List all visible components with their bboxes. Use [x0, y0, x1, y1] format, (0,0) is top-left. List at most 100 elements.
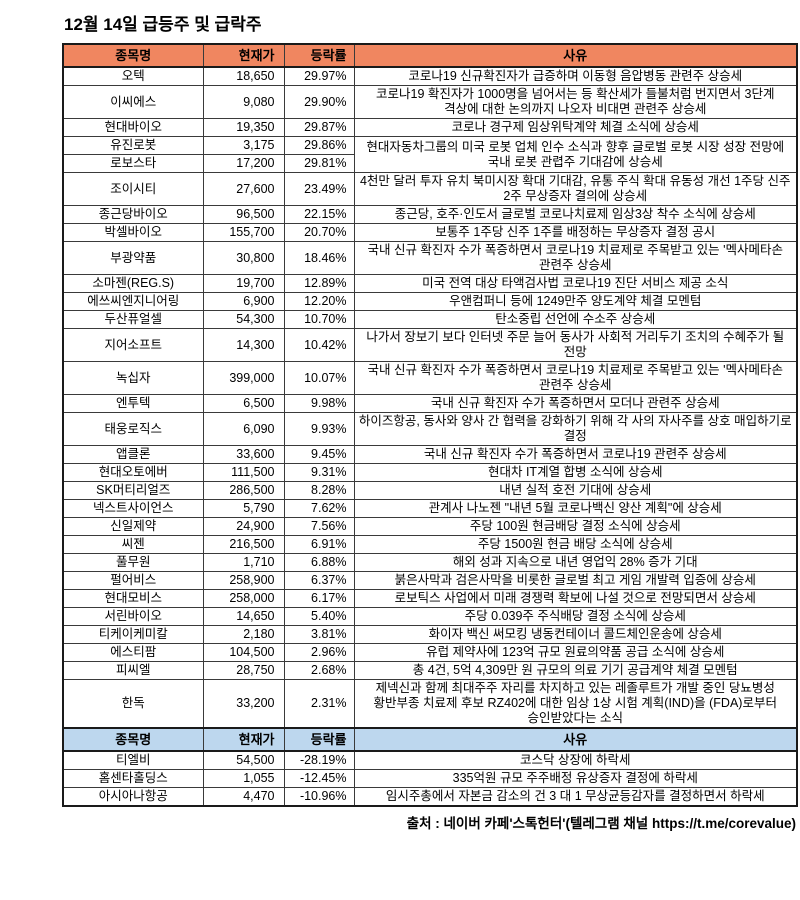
stock-reason: 미국 전역 대상 타액검사법 코로나19 진단 서비스 제공 소식 [353, 274, 798, 293]
page-title: 12월 14일 급등주 및 급락주 [64, 15, 262, 34]
stock-price: 18,650 [202, 66, 285, 86]
stock-name: SK머티리얼즈 [62, 481, 204, 500]
stock-change: 29.87% [283, 118, 355, 137]
column-header-2: 등락률 [283, 727, 355, 752]
gainer-row: 박셀바이오 155,700 20.70% 보통주 1주당 신주 1주를 배정하는 무상… [62, 223, 798, 242]
stock-reason: 나가서 장보기 보다 인터넷 주문 늘어 동사가 사회적 거리두기 조치의 수혜… [353, 328, 798, 362]
stock-change: 2.31% [283, 679, 355, 729]
stock-name: 지어소프트 [62, 328, 204, 362]
stock-reason: 탄소중립 선언에 수소주 상승세 [353, 310, 798, 329]
stock-name: 두산퓨얼셀 [62, 310, 204, 329]
stock-price: 258,900 [202, 571, 285, 590]
stock-change: 10.70% [283, 310, 355, 329]
stock-reason: 주당 1500원 현금 배당 소식에 상승세 [353, 535, 798, 554]
stock-change: 2.96% [283, 643, 355, 662]
stock-price: 1,055 [202, 769, 285, 788]
stock-price: 9,080 [202, 85, 285, 119]
stock-reason: 국내 신규 확진자 수가 폭증하면서 코로나19 치료제로 주목받고 있는 '멕… [353, 361, 798, 395]
stock-name: 에쓰씨엔지니어링 [62, 292, 204, 311]
stock-reason: 코스닥 상장에 하락세 [353, 750, 798, 770]
stock-change: 29.97% [283, 66, 355, 86]
gainer-row: SK머티리얼즈 286,500 8.28% 내년 실적 호전 기대에 상승세 [62, 481, 798, 500]
stock-change: 6.91% [283, 535, 355, 554]
stock-price: 1,710 [202, 553, 285, 572]
column-header-1: 현재가 [202, 727, 285, 752]
gainer-row: 이씨에스 9,080 29.90% 코로나19 확진자가 1000명을 넘어서는 등 … [62, 85, 798, 119]
gainer-row: 앱클론 33,600 9.45% 국내 신규 확진자 수가 폭증하면서 코로나19 관… [62, 445, 798, 464]
stock-name: 에스티팜 [62, 643, 204, 662]
gainer-row: 신일제약 24,900 7.56% 주당 100원 현금배당 결정 소식에 상승세 [62, 517, 798, 536]
stock-name: 티케이케미칼 [62, 625, 204, 644]
stock-reason: 종근당, 호주·인도서 글로벌 코로나치료제 임상3상 착수 소식에 상승세 [353, 205, 798, 224]
stock-name: 서린바이오 [62, 607, 204, 626]
stock-name: 풀무원 [62, 553, 204, 572]
stock-reason: 관계사 나노젠 "내년 5월 코로나백신 양산 계획"에 상승세 [353, 499, 798, 518]
stock-name: 티엘비 [62, 750, 204, 770]
stock-price: 28,750 [202, 661, 285, 680]
gainer-row: 현대모비스 258,000 6.17% 로보틱스 사업에서 미래 경쟁력 확보에 나설… [62, 589, 798, 608]
gainer-row: 현대오토에버 111,500 9.31% 현대차 IT계열 합병 소식에 상승세 [62, 463, 798, 482]
gainer-row: 두산퓨얼셀 54,300 10.70% 탄소중립 선언에 수소주 상승세 [62, 310, 798, 329]
loser-row: 홈센타홀딩스 1,055 -12.45% 335억원 규모 주주배정 유상증자 결정에… [62, 769, 798, 788]
stock-name: 신일제약 [62, 517, 204, 536]
stock-price: 5,790 [202, 499, 285, 518]
stock-name: 이씨에스 [62, 85, 204, 119]
stock-price: 14,650 [202, 607, 285, 626]
stock-reason: 현대자동차그룹의 미국 로봇 업체 인수 소식과 향후 글로벌 로봇 시장 성장… [353, 136, 798, 173]
stock-reason: 붉은사막과 검은사막을 비롯한 글로벌 최고 게임 개발력 입증에 상승세 [353, 571, 798, 590]
loser-row: 아시아나항공 4,470 -10.96% 임시주총에서 자본금 감소의 건 3 대 1… [62, 787, 798, 807]
stock-name: 엔투텍 [62, 394, 204, 413]
stock-change: 29.81% [283, 154, 355, 173]
stock-change: 7.62% [283, 499, 355, 518]
stock-reason: 로보틱스 사업에서 미래 경쟁력 확보에 나설 것으로 전망되면서 상승세 [353, 589, 798, 608]
stock-price: 19,350 [202, 118, 285, 137]
gainer-row: 펄어비스 258,900 6.37% 붉은사막과 검은사막을 비롯한 글로벌 최고 게… [62, 571, 798, 590]
stock-change: 2.68% [283, 661, 355, 680]
stock-name: 현대바이오 [62, 118, 204, 137]
losers-header-row: 종목명 현재가 등락률 사유 [62, 727, 798, 752]
gainer-row: 지어소프트 14,300 10.42% 나가서 장보기 보다 인터넷 주문 늘어 동사… [62, 328, 798, 362]
gainers-header-row: 종목명 현재가 등락률 사유 [62, 43, 798, 68]
stock-name: 넥스트사이언스 [62, 499, 204, 518]
stock-reason: 임시주총에서 자본금 감소의 건 3 대 1 무상균등감자를 결정하면서 하락세 [353, 787, 798, 807]
gainer-row: 종근당바이오 96,500 22.15% 종근당, 호주·인도서 글로벌 코로나치료제… [62, 205, 798, 224]
stock-name: 아시아나항공 [62, 787, 204, 807]
column-header-0: 종목명 [62, 727, 204, 752]
column-header-3: 사유 [353, 43, 798, 68]
stock-change: 8.28% [283, 481, 355, 500]
stock-price: 54,500 [202, 750, 285, 770]
stock-change: 6.37% [283, 571, 355, 590]
stock-change: 10.42% [283, 328, 355, 362]
stock-name: 로보스타 [62, 154, 204, 173]
stock-change: 29.90% [283, 85, 355, 119]
stock-change: -12.45% [283, 769, 355, 788]
stock-reason: 국내 신규 확진자 수가 폭증하면서 코로나19 관련주 상승세 [353, 445, 798, 464]
stock-reason: 해외 성과 지속으로 내년 영업익 28% 증가 기대 [353, 553, 798, 572]
gainer-row: 조이시티 27,600 23.49% 4천만 달러 투자 유치 북미시장 확대 기대감… [62, 172, 798, 206]
stock-price: 104,500 [202, 643, 285, 662]
loser-row: 티엘비 54,500 -28.19% 코스닥 상장에 하락세 [62, 750, 798, 770]
stock-change: 20.70% [283, 223, 355, 242]
stock-reason: 제넥신과 함께 최대주주 자리를 차지하고 있는 레졸루트가 개발 중인 당뇨병… [353, 679, 798, 729]
gainer-row: 씨젠 216,500 6.91% 주당 1500원 현금 배당 소식에 상승세 [62, 535, 798, 554]
stocks-table: 종목명 현재가 등락률 사유 오텍 18,650 29.97% 코로나19 신규확진자가 급증… [62, 43, 798, 807]
stock-price: 216,500 [202, 535, 285, 554]
stock-reason: 화이자 백신 써모킹 냉동컨테이너 콜드체인운송에 상승세 [353, 625, 798, 644]
stock-change: 12.20% [283, 292, 355, 311]
stock-change: 22.15% [283, 205, 355, 224]
stock-change: 5.40% [283, 607, 355, 626]
stock-name: 오텍 [62, 66, 204, 86]
stock-change: 12.89% [283, 274, 355, 293]
gainer-row: 태웅로직스 6,090 9.93% 하이즈항공, 동사와 양사 간 협력을 강화하기 … [62, 412, 798, 446]
gainer-row: 오텍 18,650 29.97% 코로나19 신규확진자가 급증하며 이동형 음압병동… [62, 66, 798, 86]
stock-reason: 4천만 달러 투자 유치 북미시장 확대 기대감, 유통 주식 확대 유동성 개… [353, 172, 798, 206]
stock-reason: 국내 신규 확진자 수가 폭증하면서 코로나19 치료제로 주목받고 있는 '멕… [353, 241, 798, 275]
stock-price: 286,500 [202, 481, 285, 500]
stock-change: 7.56% [283, 517, 355, 536]
stock-price: 24,900 [202, 517, 285, 536]
stock-change: 29.86% [283, 136, 355, 155]
stock-reason: 주당 0.039주 주식배당 결정 소식에 상승세 [353, 607, 798, 626]
page: { "title": "12월 14일 급등주 및 급락주", "source"… [0, 10, 800, 900]
stock-change: 9.45% [283, 445, 355, 464]
stock-name: 박셀바이오 [62, 223, 204, 242]
